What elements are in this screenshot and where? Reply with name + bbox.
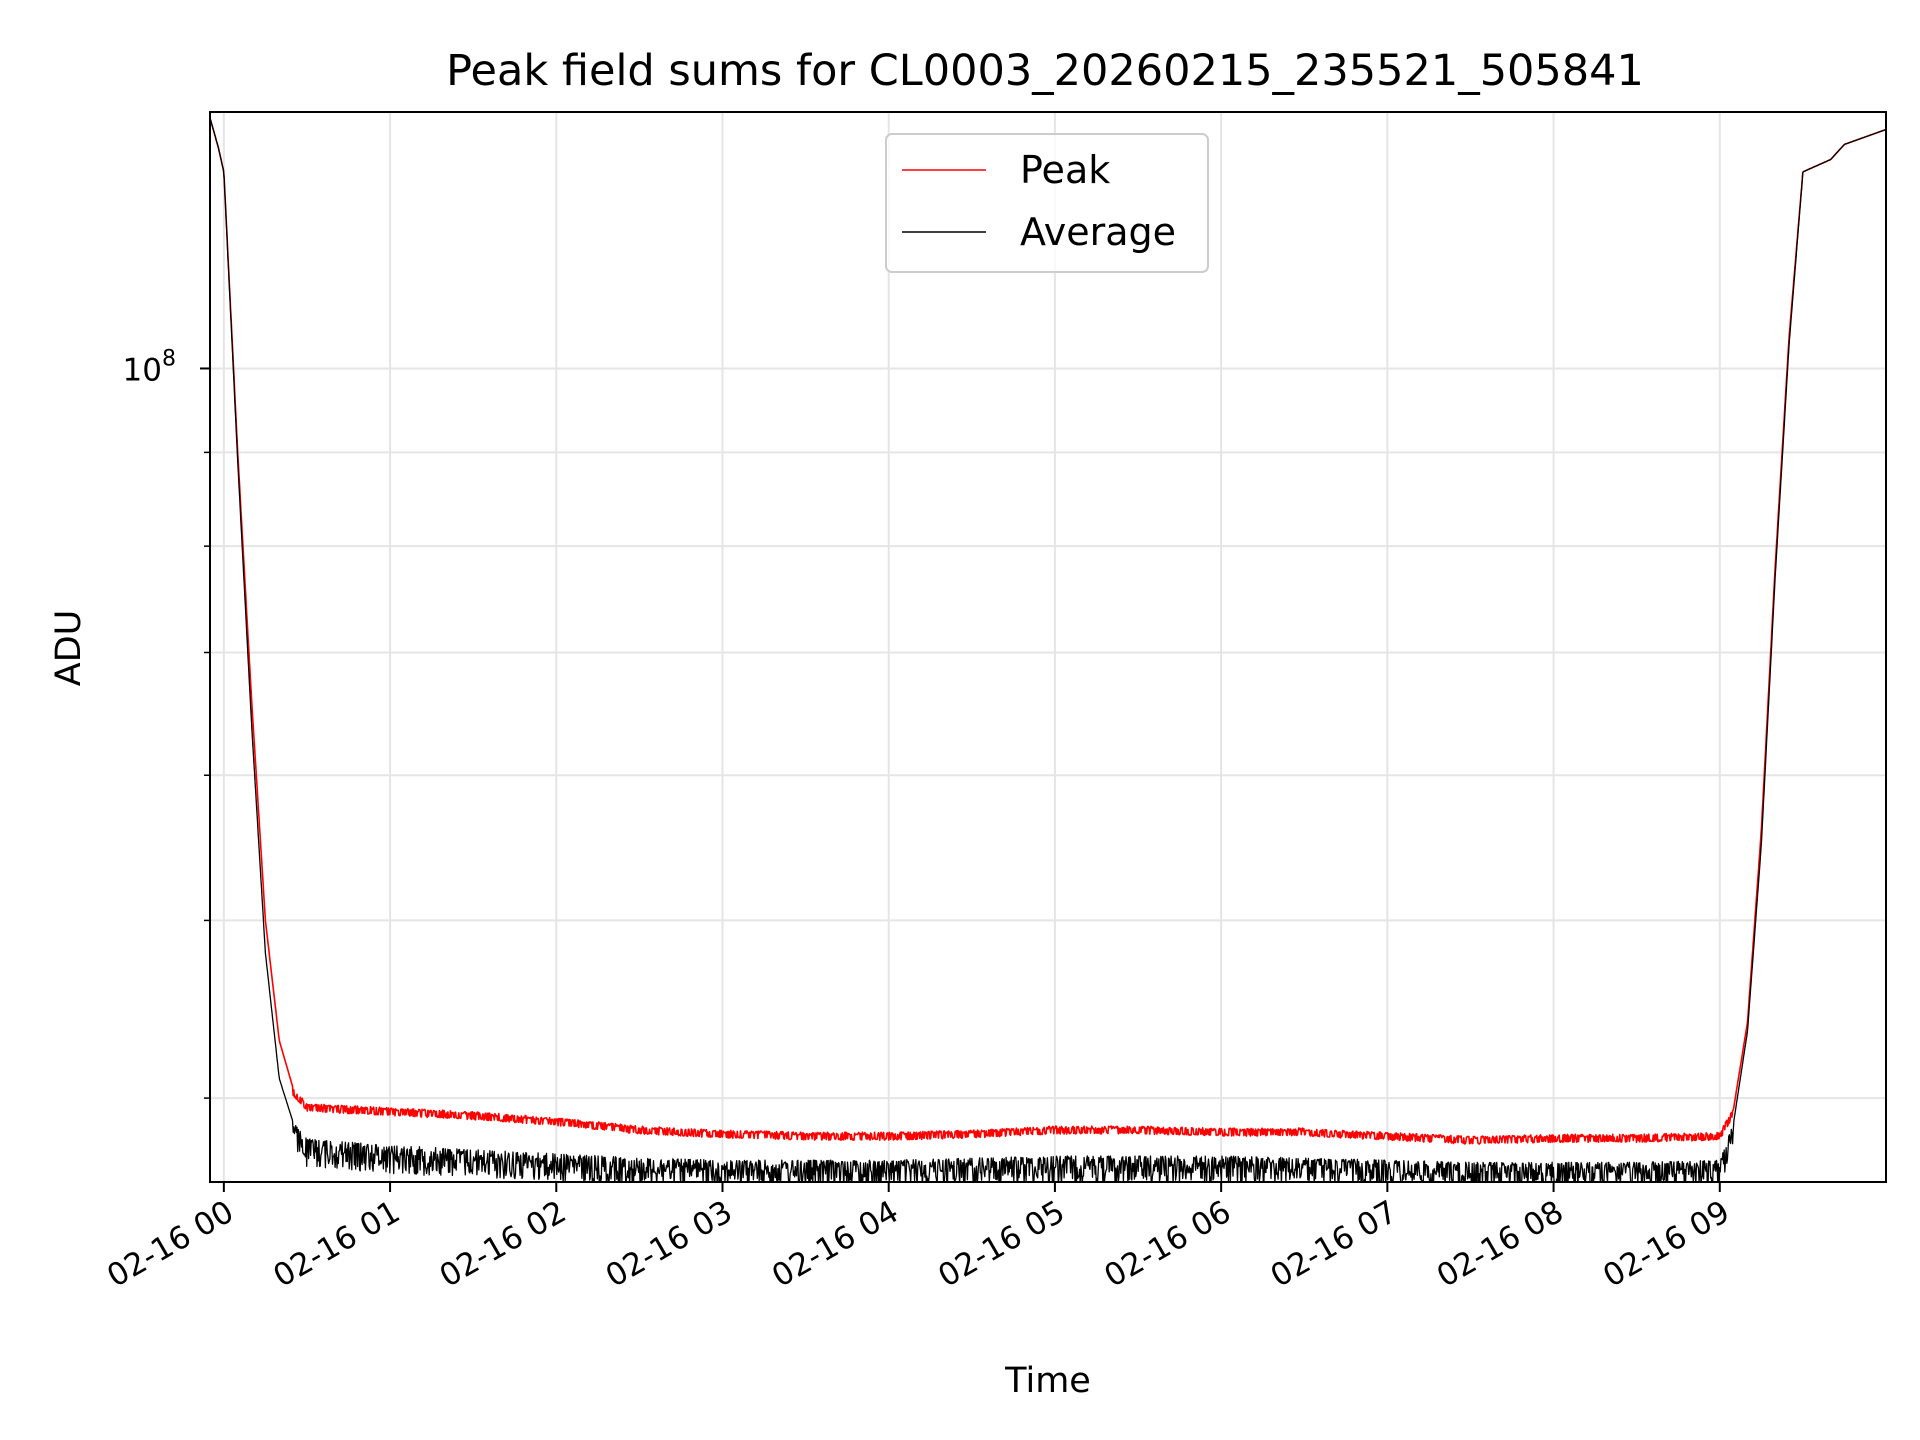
plot-area (210, 112, 1886, 1182)
y-tick-base: 10 (123, 352, 162, 388)
x-axis-label: Time (1004, 1361, 1091, 1401)
legend-label-peak: Peak (1020, 148, 1110, 192)
legend-box (885, 133, 1209, 273)
grid-lines (210, 112, 1886, 1182)
y-tick-exponent: 8 (162, 346, 176, 371)
plot-frame (209, 111, 1887, 1183)
y-axis: 108 (123, 346, 210, 1099)
y-axis-label: ADU (49, 610, 89, 687)
svg-text:108: 108 (123, 346, 176, 388)
series-line-average (210, 117, 1886, 1182)
legend: Peak Average (885, 133, 1209, 273)
y-tick-label-major: 108 (123, 346, 176, 388)
legend-label-average: Average (1020, 210, 1176, 254)
series-layer (210, 117, 1886, 1182)
series-line-peak (210, 117, 1886, 1145)
chart-title: Peak field sums for CL0003_20260215_2355… (446, 46, 1644, 96)
